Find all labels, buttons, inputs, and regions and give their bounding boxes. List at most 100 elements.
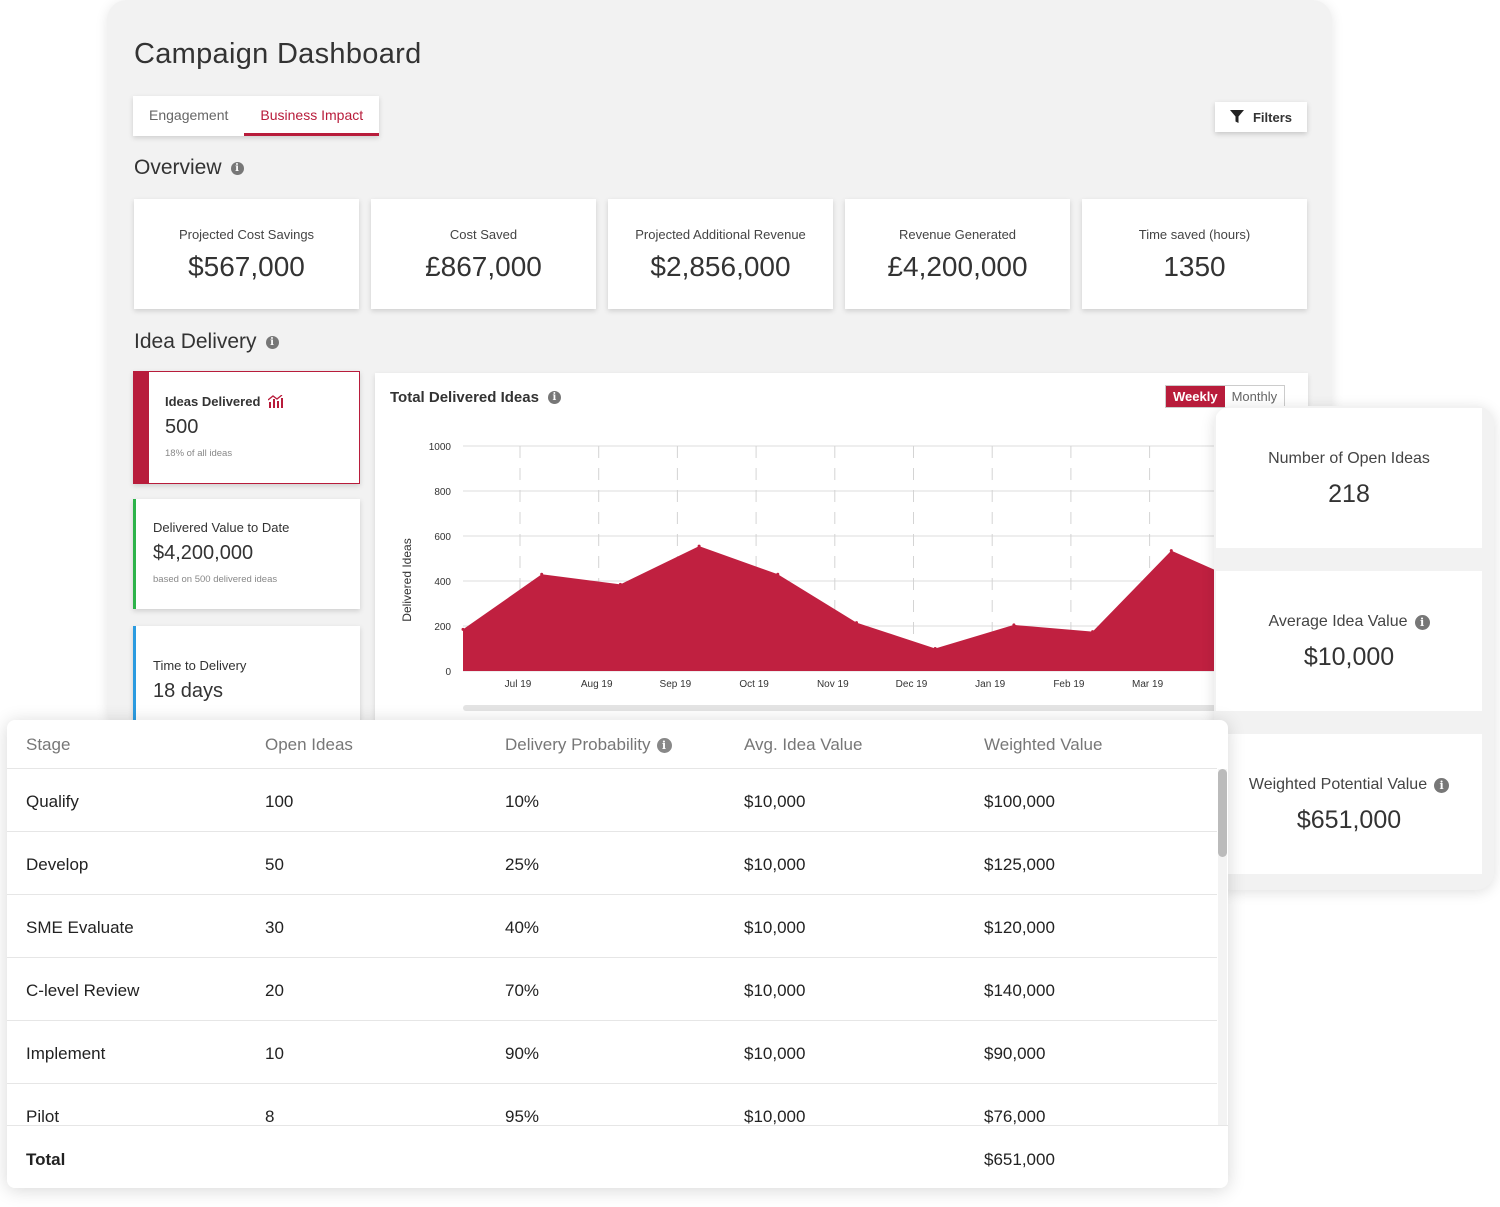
cell-stage: SME Evaluate <box>26 918 134 937</box>
cell-avg-idea-value: $10,000 <box>744 1044 806 1063</box>
info-icon[interactable]: i <box>265 335 279 349</box>
kpi-label: Projected Additional Revenue <box>635 227 806 242</box>
weighted-potential-value-label: Weighted Potential Value i <box>1216 776 1482 794</box>
info-icon[interactable]: i <box>1414 614 1430 630</box>
period-toggle: Weekly Monthly <box>1165 385 1286 408</box>
column-header-avg-idea-value[interactable]: Avg. Idea Value <box>744 735 863 754</box>
kpi-value: £4,200,000 <box>887 251 1028 282</box>
cell-open-ideas: 20 <box>265 981 284 1000</box>
area-chart: 0 200 400 600 800 1000 Jul 19 Aug 19 Sep 19 Oct 1… <box>400 442 1308 711</box>
y-tick-label: 0 <box>445 667 451 678</box>
monthly-toggle-button[interactable]: Monthly <box>1231 389 1278 404</box>
stat-value: 18 days <box>153 680 224 702</box>
y-tick-label: 200 <box>434 622 451 633</box>
table-row[interactable]: SME Evaluate 30 40% $10,000 $120,000 <box>7 895 1217 958</box>
kpi-card: Projected Cost Savings $567,000 <box>134 199 359 309</box>
filters-button[interactable]: Filters <box>1215 102 1307 132</box>
cell-delivery-probability: 10% <box>505 792 540 811</box>
stat-value: $4,200,000 <box>153 542 254 564</box>
cell-weighted-value: $125,000 <box>984 855 1055 874</box>
data-point <box>540 572 544 576</box>
cell-delivery-probability: 90% <box>505 1044 540 1063</box>
pipeline-table: Stage Open Ideas Delivery Probability i … <box>7 720 1228 1188</box>
cell-stage: Pilot <box>26 1107 60 1125</box>
kpi-label: Projected Cost Savings <box>178 227 315 242</box>
cell-avg-idea-value: $10,000 <box>744 792 806 811</box>
kpi-label: Time saved (hours) <box>1138 227 1251 242</box>
x-tick-label: Jan 19 <box>975 679 1005 690</box>
weighted-potential-value-label-text: Weighted Potential Value <box>1248 776 1428 793</box>
time-to-delivery-card[interactable]: Time to Delivery 18 days <box>133 626 360 730</box>
info-icon[interactable]: i <box>656 737 672 753</box>
kpi-value: £867,000 <box>425 251 542 282</box>
weekly-toggle-button[interactable]: Weekly <box>1166 386 1225 407</box>
table-body: Qualify 100 10% $10,000 $100,000 Develop… <box>7 769 1217 1125</box>
stat-subtext: based on 500 delivered ideas <box>153 574 278 585</box>
total-label: Total <box>26 1150 66 1169</box>
kpi-label: Cost Saved <box>449 227 518 242</box>
data-point <box>1169 549 1173 553</box>
column-header-delivery-probability[interactable]: Delivery Probability i <box>505 735 672 755</box>
open-ideas-label-text: Number of Open Ideas <box>1268 450 1430 467</box>
delivered-ideas-chart-card: Total Delivered Ideas i Weekly Monthly 0… <box>375 373 1308 730</box>
data-point <box>461 627 465 631</box>
ideas-delivered-card[interactable]: Ideas Delivered 500 18% of all ideas <box>133 371 360 484</box>
open-ideas-panel: Number of Open Ideas 218 Average Idea Va… <box>1214 406 1494 890</box>
open-ideas-value: 218 <box>1328 480 1370 508</box>
chart-title-text: Total Delivered Ideas <box>390 389 539 406</box>
x-tick-label: Sep 19 <box>660 679 692 690</box>
delivered-value-card[interactable]: Delivered Value to Date $4,200,000 based… <box>133 499 360 609</box>
x-tick-label: Jul 19 <box>505 679 532 690</box>
kpi-card: Cost Saved £867,000 <box>371 199 596 309</box>
cell-stage: Develop <box>26 855 89 874</box>
tab-business-impact[interactable]: Business Impact <box>244 96 380 136</box>
kpi-value: $567,000 <box>188 251 305 282</box>
cell-avg-idea-value: $10,000 <box>744 918 806 937</box>
kpi-card: Revenue Generated £4,200,000 <box>845 199 1070 309</box>
table-row[interactable]: Pilot 8 95% $10,000 $76,000 <box>7 1084 1217 1125</box>
data-point <box>618 582 622 586</box>
overview-title-text: Overview <box>134 156 222 179</box>
cell-delivery-probability: 25% <box>505 855 540 874</box>
kpi-card: Projected Additional Revenue $2,856,000 <box>608 199 833 309</box>
stat-subtext: 18% of all ideas <box>165 448 233 459</box>
chart-scrollbar <box>463 705 1308 711</box>
table-row[interactable]: Develop 50 25% $10,000 $125,000 <box>7 832 1217 895</box>
cell-stage: Qualify <box>26 792 79 811</box>
tab-engagement[interactable]: Engagement <box>149 107 229 123</box>
table-row[interactable]: C-level Review 20 70% $10,000 $140,000 <box>7 958 1217 1021</box>
cell-open-ideas: 8 <box>265 1107 275 1125</box>
page-title: Campaign Dashboard <box>134 38 422 70</box>
cell-open-ideas: 50 <box>265 855 284 874</box>
y-tick-label: 400 <box>434 577 451 588</box>
filter-icon <box>1229 110 1244 123</box>
data-point <box>933 647 937 650</box>
dashboard-panel: Campaign Dashboard Engagement Business I… <box>107 0 1332 730</box>
stat-label: Delivered Value to Date <box>153 520 290 535</box>
info-icon[interactable]: i <box>547 391 561 404</box>
x-tick-label: Feb 19 <box>1053 679 1085 690</box>
filters-label: Filters <box>1252 109 1292 125</box>
data-point <box>697 544 701 548</box>
table-row[interactable]: Implement 10 90% $10,000 $90,000 <box>7 1021 1217 1084</box>
cell-weighted-value: $100,000 <box>984 792 1055 811</box>
chart-title: Total Delivered Ideas i <box>390 389 561 406</box>
stat-label: Time to Delivery <box>153 658 247 673</box>
x-tick-label: Nov 19 <box>817 679 849 690</box>
info-icon[interactable]: i <box>230 161 244 175</box>
table-row[interactable]: Qualify 100 10% $10,000 $100,000 <box>7 769 1217 832</box>
average-idea-value-card: Average Idea Value i $10,000 <box>1216 571 1482 711</box>
column-header-weighted-value[interactable]: Weighted Value <box>984 735 1103 754</box>
table-scrollbar[interactable] <box>1218 769 1227 1125</box>
data-point <box>1012 623 1016 627</box>
average-idea-value-label: Average Idea Value i <box>1216 613 1482 631</box>
column-header-stage[interactable]: Stage <box>26 735 71 754</box>
cell-stage: Implement <box>26 1044 106 1063</box>
cell-delivery-probability: 70% <box>505 981 540 1000</box>
column-header-open-ideas[interactable]: Open Ideas <box>265 735 353 754</box>
cell-delivery-probability: 95% <box>505 1107 540 1125</box>
idea-delivery-title: Idea Delivery i <box>134 330 279 354</box>
kpi-card: Time saved (hours) 1350 <box>1082 199 1307 309</box>
info-icon[interactable]: i <box>1434 777 1450 793</box>
scrollbar-thumb[interactable] <box>1218 769 1227 857</box>
